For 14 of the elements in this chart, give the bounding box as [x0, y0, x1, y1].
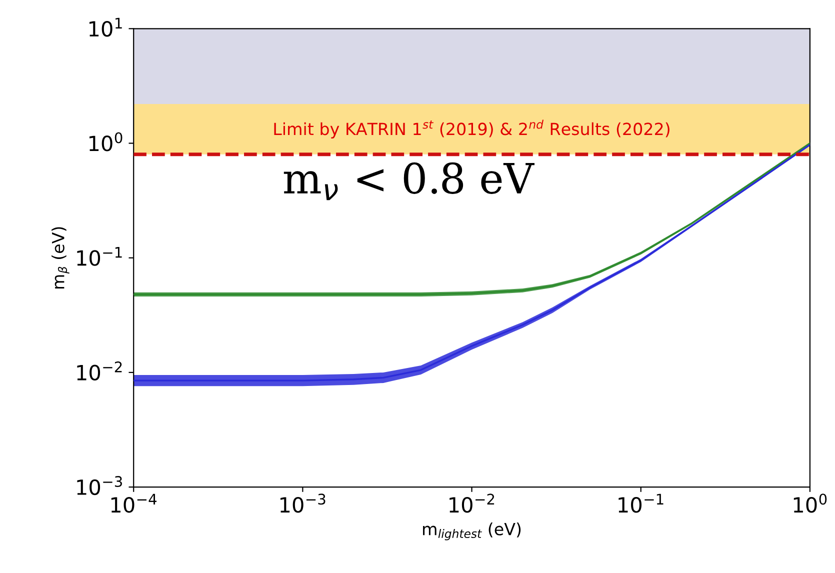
y-tick-label: 10$^{1}$: [90, 18, 122, 37]
x-tick-label: 10$^{0}$: [794, 494, 827, 513]
y-tick-label: 10$^{−1}$: [77, 247, 122, 266]
x-tick-label: 10$^{−4}$: [111, 494, 157, 513]
y-tick-label: 10$^{−2}$: [77, 361, 122, 380]
x-tick-label: 10$^{−2}$: [450, 494, 494, 513]
x-tick-label: 10$^{−3}$: [280, 494, 326, 513]
y-tick-label: 10$^{0}$: [90, 132, 122, 152]
y-tick-label: 10$^{−3}$: [77, 476, 122, 496]
band-label: Limit by KATRIN 1$^{st}$ (2019) & 2$^{nd}$ Results (2022): [274, 120, 670, 138]
ref-line-label: m$_{ν}$ < 0.8 eV: [284, 162, 534, 200]
y-axis-title: m$_{β}$ (eV): [52, 227, 70, 289]
x-tick-label: 10$^{−1}$: [618, 494, 664, 513]
x-axis-title: m$_{lightest}$ (eV): [423, 522, 521, 540]
